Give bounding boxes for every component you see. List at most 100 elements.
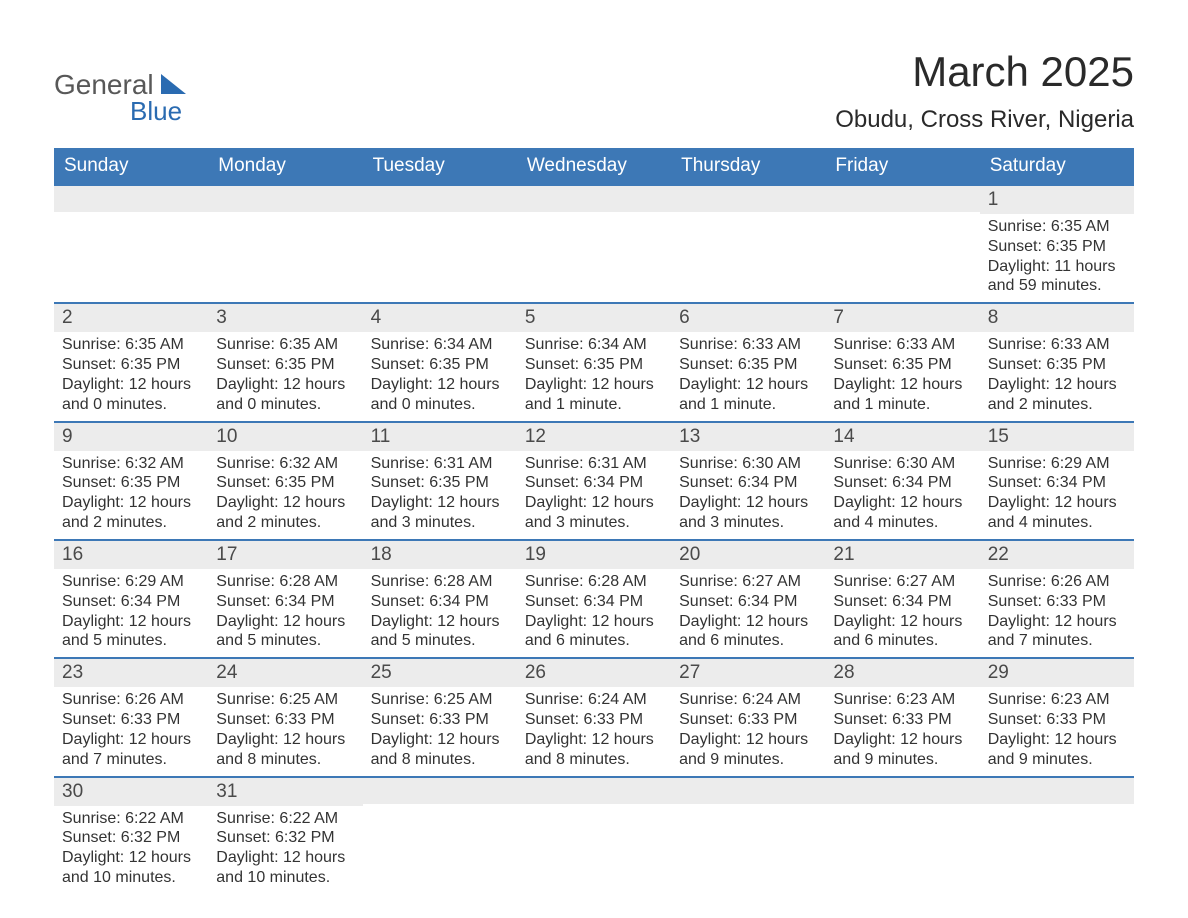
day-of-week-row: Sunday Monday Tuesday Wednesday Thursday… <box>54 148 1134 185</box>
sunrise-text: Sunrise: 6:24 AM <box>679 690 817 710</box>
daylight-text: Daylight: 12 hours and 4 minutes. <box>833 493 971 533</box>
dow-thursday: Thursday <box>671 148 825 185</box>
calendar-cell: 29Sunrise: 6:23 AMSunset: 6:33 PMDayligh… <box>980 658 1134 776</box>
daylight-text: Daylight: 12 hours and 5 minutes. <box>62 612 200 652</box>
date-number: 10 <box>208 423 362 451</box>
daylight-text: Daylight: 12 hours and 9 minutes. <box>679 730 817 770</box>
sunset-text: Sunset: 6:32 PM <box>62 828 200 848</box>
sunrise-text: Sunrise: 6:27 AM <box>833 572 971 592</box>
sunrise-text: Sunrise: 6:28 AM <box>371 572 509 592</box>
cell-body <box>517 212 671 221</box>
date-number: 14 <box>825 423 979 451</box>
cell-body: Sunrise: 6:26 AMSunset: 6:33 PMDaylight:… <box>54 687 208 775</box>
cell-body: Sunrise: 6:22 AMSunset: 6:32 PMDaylight:… <box>208 806 362 894</box>
sunset-text: Sunset: 6:33 PM <box>525 710 663 730</box>
daylight-text: Daylight: 12 hours and 3 minutes. <box>371 493 509 533</box>
sunset-text: Sunset: 6:34 PM <box>525 592 663 612</box>
sunset-text: Sunset: 6:33 PM <box>371 710 509 730</box>
calendar-cell <box>363 777 517 894</box>
calendar-cell: 1Sunrise: 6:35 AMSunset: 6:35 PMDaylight… <box>980 185 1134 303</box>
sunset-text: Sunset: 6:33 PM <box>833 710 971 730</box>
date-number: 1 <box>980 186 1134 214</box>
dow-saturday: Saturday <box>980 148 1134 185</box>
calendar-cell: 19Sunrise: 6:28 AMSunset: 6:34 PMDayligh… <box>517 540 671 658</box>
daylight-text: Daylight: 12 hours and 9 minutes. <box>988 730 1126 770</box>
date-number: 28 <box>825 659 979 687</box>
date-number: 15 <box>980 423 1134 451</box>
date-number <box>517 186 671 212</box>
date-number: 9 <box>54 423 208 451</box>
date-number: 24 <box>208 659 362 687</box>
calendar-cell: 8Sunrise: 6:33 AMSunset: 6:35 PMDaylight… <box>980 303 1134 421</box>
daylight-text: Daylight: 12 hours and 2 minutes. <box>988 375 1126 415</box>
calendar-cell <box>671 185 825 303</box>
sunset-text: Sunset: 6:34 PM <box>525 473 663 493</box>
sunset-text: Sunset: 6:34 PM <box>833 592 971 612</box>
daylight-text: Daylight: 12 hours and 8 minutes. <box>371 730 509 770</box>
sunrise-text: Sunrise: 6:29 AM <box>62 572 200 592</box>
daylight-text: Daylight: 12 hours and 4 minutes. <box>988 493 1126 533</box>
sunset-text: Sunset: 6:33 PM <box>216 710 354 730</box>
dow-monday: Monday <box>208 148 362 185</box>
logo-text-blue: Blue <box>130 96 182 126</box>
sunset-text: Sunset: 6:34 PM <box>371 592 509 612</box>
sunset-text: Sunset: 6:34 PM <box>216 592 354 612</box>
cell-body: Sunrise: 6:25 AMSunset: 6:33 PMDaylight:… <box>208 687 362 775</box>
calendar-cell: 17Sunrise: 6:28 AMSunset: 6:34 PMDayligh… <box>208 540 362 658</box>
sunset-text: Sunset: 6:34 PM <box>679 473 817 493</box>
cell-body <box>825 212 979 221</box>
daylight-text: Daylight: 12 hours and 5 minutes. <box>216 612 354 652</box>
calendar-week-row: 23Sunrise: 6:26 AMSunset: 6:33 PMDayligh… <box>54 658 1134 776</box>
cell-body: Sunrise: 6:26 AMSunset: 6:33 PMDaylight:… <box>980 569 1134 657</box>
daylight-text: Daylight: 12 hours and 3 minutes. <box>525 493 663 533</box>
cell-body: Sunrise: 6:28 AMSunset: 6:34 PMDaylight:… <box>517 569 671 657</box>
sunset-text: Sunset: 6:35 PM <box>371 473 509 493</box>
date-number: 16 <box>54 541 208 569</box>
sunrise-text: Sunrise: 6:32 AM <box>62 454 200 474</box>
calendar-cell <box>671 777 825 894</box>
cell-body: Sunrise: 6:32 AMSunset: 6:35 PMDaylight:… <box>208 451 362 539</box>
daylight-text: Daylight: 12 hours and 9 minutes. <box>833 730 971 770</box>
sunrise-text: Sunrise: 6:29 AM <box>988 454 1126 474</box>
cell-body: Sunrise: 6:30 AMSunset: 6:34 PMDaylight:… <box>671 451 825 539</box>
daylight-text: Daylight: 12 hours and 1 minute. <box>525 375 663 415</box>
dow-wednesday: Wednesday <box>517 148 671 185</box>
date-number <box>517 778 671 804</box>
date-number: 23 <box>54 659 208 687</box>
sunrise-text: Sunrise: 6:25 AM <box>216 690 354 710</box>
date-number: 29 <box>980 659 1134 687</box>
cell-body: Sunrise: 6:29 AMSunset: 6:34 PMDaylight:… <box>54 569 208 657</box>
sunset-text: Sunset: 6:34 PM <box>62 592 200 612</box>
cell-body: Sunrise: 6:25 AMSunset: 6:33 PMDaylight:… <box>363 687 517 775</box>
sunrise-text: Sunrise: 6:26 AM <box>62 690 200 710</box>
sunset-text: Sunset: 6:34 PM <box>833 473 971 493</box>
sunrise-text: Sunrise: 6:33 AM <box>988 335 1126 355</box>
month-title: March 2025 <box>835 48 1134 96</box>
daylight-text: Daylight: 12 hours and 2 minutes. <box>216 493 354 533</box>
cell-body: Sunrise: 6:23 AMSunset: 6:33 PMDaylight:… <box>980 687 1134 775</box>
cell-body: Sunrise: 6:29 AMSunset: 6:34 PMDaylight:… <box>980 451 1134 539</box>
sunrise-text: Sunrise: 6:28 AM <box>216 572 354 592</box>
daylight-text: Daylight: 12 hours and 8 minutes. <box>216 730 354 770</box>
date-number <box>208 186 362 212</box>
dow-friday: Friday <box>825 148 979 185</box>
sunrise-text: Sunrise: 6:25 AM <box>371 690 509 710</box>
sunrise-text: Sunrise: 6:30 AM <box>679 454 817 474</box>
sunset-text: Sunset: 6:34 PM <box>679 592 817 612</box>
daylight-text: Daylight: 12 hours and 2 minutes. <box>62 493 200 533</box>
date-number: 13 <box>671 423 825 451</box>
sunset-text: Sunset: 6:34 PM <box>988 473 1126 493</box>
sunset-text: Sunset: 6:35 PM <box>216 355 354 375</box>
calendar-cell: 24Sunrise: 6:25 AMSunset: 6:33 PMDayligh… <box>208 658 362 776</box>
cell-body: Sunrise: 6:28 AMSunset: 6:34 PMDaylight:… <box>208 569 362 657</box>
cell-body: Sunrise: 6:22 AMSunset: 6:32 PMDaylight:… <box>54 806 208 894</box>
sunrise-text: Sunrise: 6:33 AM <box>679 335 817 355</box>
page-header: General Blue March 2025 Obudu, Cross Riv… <box>54 48 1134 136</box>
daylight-text: Daylight: 12 hours and 7 minutes. <box>988 612 1126 652</box>
date-number <box>363 778 517 804</box>
calendar-week-row: 30Sunrise: 6:22 AMSunset: 6:32 PMDayligh… <box>54 777 1134 894</box>
calendar-cell <box>517 185 671 303</box>
sunrise-text: Sunrise: 6:32 AM <box>216 454 354 474</box>
calendar-cell: 4Sunrise: 6:34 AMSunset: 6:35 PMDaylight… <box>363 303 517 421</box>
sunset-text: Sunset: 6:35 PM <box>679 355 817 375</box>
